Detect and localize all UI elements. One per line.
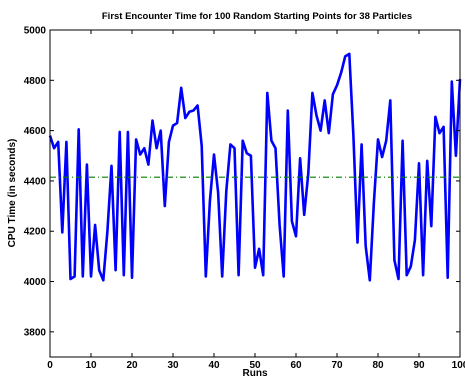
plot-area xyxy=(48,29,462,358)
x-tick-label: 0 xyxy=(47,360,53,371)
x-tick-label: 30 xyxy=(167,360,179,371)
y-tick-label: 4400 xyxy=(24,176,47,187)
y-tick-label: 4200 xyxy=(24,227,47,238)
x-axis-label: Runs xyxy=(243,368,268,379)
y-tick-label: 4800 xyxy=(24,76,47,87)
x-tick-label: 40 xyxy=(208,360,220,371)
y-axis: 3800 4000 4200 4400 4600 4800 5000 xyxy=(24,26,460,338)
x-tick-label: 80 xyxy=(372,360,384,371)
y-tick-label: 3800 xyxy=(24,327,47,338)
x-axis: 0 10 20 30 40 50 60 70 80 90 100 xyxy=(47,30,465,371)
y-tick-label: 5000 xyxy=(24,26,47,37)
x-tick-label: 70 xyxy=(331,360,343,371)
x-tick-label: 50 xyxy=(249,360,261,371)
y-tick-label: 4600 xyxy=(24,126,47,137)
series-layer xyxy=(48,52,462,282)
x-tick-label: 90 xyxy=(413,360,425,371)
x-tick-label: 60 xyxy=(290,360,302,371)
x-tick-label: 100 xyxy=(452,360,465,371)
y-axis-label: CPU Time (in seconds) xyxy=(7,139,18,248)
series-line-cpu-time xyxy=(48,52,462,282)
x-tick-label: 10 xyxy=(85,360,97,371)
chart-title: First Encounter Time for 100 Random Star… xyxy=(102,11,412,22)
y-tick-label: 4000 xyxy=(24,277,47,288)
x-tick-label: 20 xyxy=(126,360,138,371)
